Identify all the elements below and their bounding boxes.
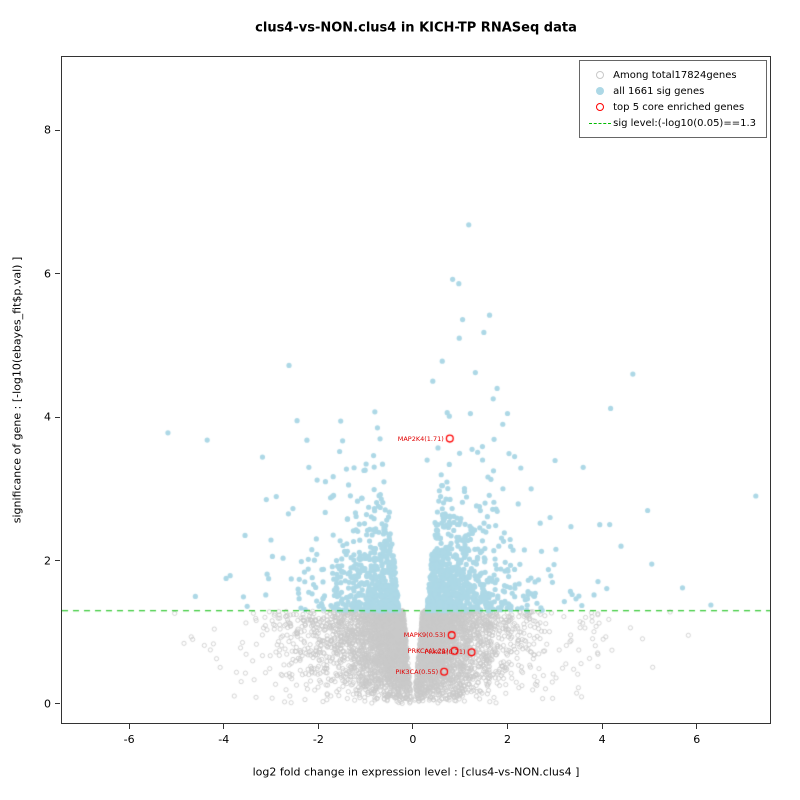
x-tick-label: 6 — [693, 733, 701, 746]
legend-item-sig-genes: all 1661 sig genes — [587, 83, 756, 99]
x-axis-tick — [128, 724, 130, 729]
x-axis-tick — [696, 724, 698, 729]
gene-label: PRKCA(1.21) — [407, 646, 449, 655]
y-axis-tick — [55, 129, 60, 131]
y-axis-tick — [55, 416, 60, 418]
blue-dot-icon — [587, 87, 613, 95]
y-tick-label: 8 — [44, 123, 51, 137]
legend-label-sig-genes: all 1661 sig genes — [613, 85, 705, 97]
gene-label: MAP2K4(1.71) — [397, 434, 444, 443]
x-axis-tick — [223, 724, 225, 729]
x-axis-tick — [601, 724, 603, 729]
legend-item-total-genes: Among total17824genes — [587, 67, 756, 83]
legend-item-sig-level: sig level:(-log10(0.05)==1.3 — [587, 115, 756, 131]
scatter-canvas — [62, 57, 770, 723]
y-tick-label: 0 — [44, 697, 51, 711]
legend-label-core-enriched: top 5 core enriched genes — [613, 101, 745, 113]
x-tick-label: -6 — [123, 733, 135, 746]
y-tick-label: 2 — [44, 554, 51, 568]
x-tick-label: 0 — [409, 733, 417, 746]
x-axis-label: log2 fold change in expression level : [… — [252, 765, 580, 779]
x-tick-label: 4 — [598, 733, 606, 746]
dashed-line-icon — [587, 122, 613, 124]
y-tick-label: 4 — [44, 410, 51, 424]
gene-label: MAPK9(0.53) — [403, 631, 446, 640]
gene-label: PRKCB(0.71) — [424, 648, 466, 657]
y-axis-tick — [55, 560, 60, 562]
x-tick-label: 2 — [504, 733, 511, 746]
plot-area: Among total17824genes all 1661 sig genes… — [61, 56, 771, 724]
plot-title: clus4-vs-NON.clus4 in KICH-TP RNASeq dat… — [255, 20, 577, 36]
y-axis-tick — [55, 273, 60, 275]
legend-label-sig-level: sig level:(-log10(0.05)==1.3 — [613, 117, 756, 129]
gene-label: PIK3CA(0.55) — [395, 667, 439, 676]
x-tick-label: -2 — [312, 733, 324, 746]
gray-circle-icon — [587, 71, 613, 79]
red-circle-icon — [587, 103, 613, 111]
legend-item-core-enriched: top 5 core enriched genes — [587, 99, 756, 115]
legend-label-total-genes: Among total17824genes — [613, 69, 737, 81]
x-tick-label: -4 — [218, 733, 230, 746]
y-tick-label: 6 — [44, 267, 51, 281]
x-axis-tick — [412, 724, 414, 729]
y-axis-label: significance of gene : [-log10(ebayes_fi… — [10, 256, 24, 524]
legend: Among total17824genes all 1661 sig genes… — [579, 60, 767, 138]
x-axis-tick — [317, 724, 319, 729]
x-axis-tick — [507, 724, 508, 729]
y-axis-tick — [55, 703, 60, 705]
